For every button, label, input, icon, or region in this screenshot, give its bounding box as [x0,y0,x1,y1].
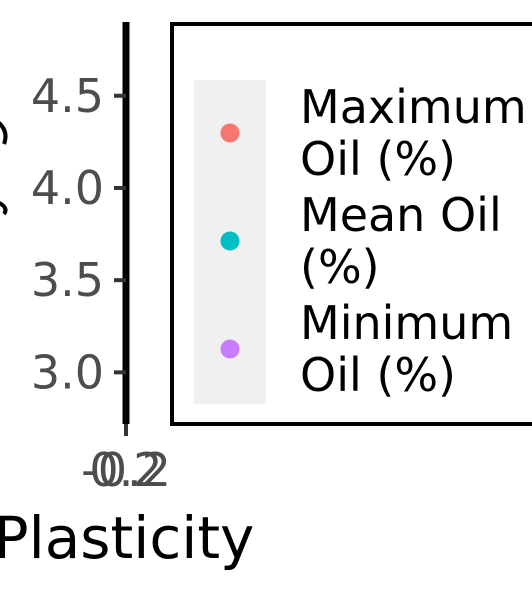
x-tick-label: 0.2 [89,443,162,497]
y-tick-label: 4.0 [31,161,104,215]
legend-label: Oil (%) [300,348,456,402]
legend-key-point [220,123,240,143]
legend-label: Minimum [300,296,513,350]
x-axis: -0.2 0.2 [81,424,171,497]
y-axis: 3.0 3.5 4.0 4.5 [31,22,130,424]
x-axis-title: Plasticity [0,504,254,572]
y-tick-label: 3.5 [31,253,104,307]
legend-label: Maximum [300,80,527,134]
legend-label: Mean Oil [300,188,502,242]
x-tick-label: -0.2 [81,443,171,497]
y-tick-label: 4.5 [31,69,104,123]
legend-label: Oil (%) [300,132,456,186]
legend-label: (%) [300,240,380,294]
y-tick-label: 3.0 [31,345,104,399]
legend-key-point [220,339,240,359]
y-axis-title-fragment [0,121,8,216]
legend-key-point [220,231,240,251]
